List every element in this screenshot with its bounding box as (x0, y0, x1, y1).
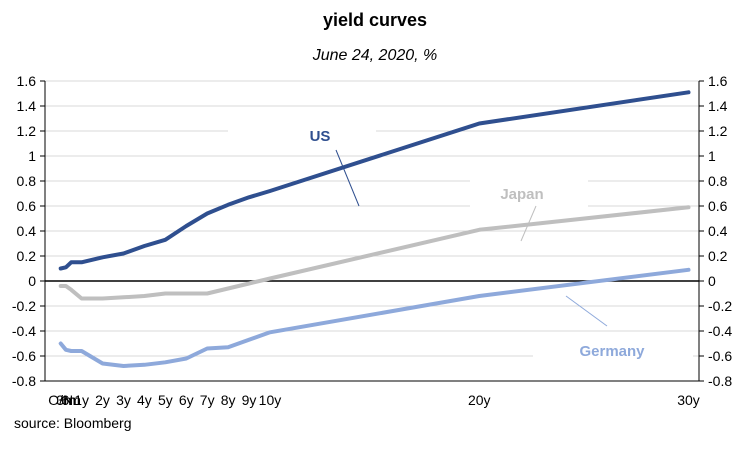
series-lines (58, 90, 691, 368)
y-tick-label-left: 0.8 (17, 173, 37, 189)
x-tick-label: 30y (677, 392, 700, 408)
y-tick-label-right: 0.6 (708, 198, 728, 214)
x-tick-label: 7y (200, 392, 215, 408)
x-tick-label: 2y (95, 392, 110, 408)
x-tick-label: 6y (179, 392, 194, 408)
x-tick-label: 3y (116, 392, 131, 408)
series-label-japan: Japan (500, 186, 543, 203)
x-tick-label: 8y (221, 392, 236, 408)
y-tick-label-left: 1.2 (17, 123, 37, 139)
leader-line-japan (520, 205, 537, 242)
y-tick-label-right: 1.4 (708, 98, 728, 114)
y-tick-label-right: 1.6 (708, 73, 728, 89)
y-tick-label-left: 0.6 (17, 198, 37, 214)
y-tick-label-left: 1.6 (17, 73, 37, 89)
y-tick-label-left: -0.6 (12, 348, 36, 364)
x-tick-label: 3m (56, 392, 75, 408)
series-label-germany: Germany (579, 343, 645, 360)
y-tick-label-left: 1.4 (17, 98, 37, 114)
y-tick-label-left: 0.2 (17, 248, 37, 264)
source-note: source: Bloomberg (14, 415, 132, 431)
y-tick-label-right: -0.6 (708, 348, 732, 364)
leader-line-us (335, 149, 360, 207)
y-tick-label-right: 0.2 (708, 248, 728, 264)
y-tick-label-left: 0 (28, 273, 36, 289)
y-tick-labels-left: -0.8 -0.6 -0.4 -0.2 0 0.2 0.4 0.6 0.8 1 1.2 1.4 1.6 (12, 73, 36, 389)
leader-line-germany (565, 295, 608, 327)
y-tick-label-right: 1.2 (708, 123, 728, 139)
chart-title: yield curves (322, 10, 428, 30)
series-line-us (58, 90, 691, 271)
x-tick-label: 10y (259, 392, 282, 408)
series-line-japan (58, 205, 691, 301)
y-tick-label-left: 0.4 (17, 223, 37, 239)
y-tick-label-left: -0.8 (12, 373, 36, 389)
series-label-us: US (310, 128, 331, 145)
y-tick-label-right: 0 (708, 273, 716, 289)
x-tick-label: 5y (158, 392, 173, 408)
germany-label-background (533, 335, 693, 371)
y-tick-label-right: 0.8 (708, 173, 728, 189)
y-tick-label-left: -0.2 (12, 298, 36, 314)
y-tick-labels-right: -0.8 -0.6 -0.4 -0.2 0 0.2 0.4 0.6 0.8 1 1.2 1.4 1.6 (708, 73, 732, 389)
x-tick-label: 6m (61, 392, 80, 408)
y-tick-label-right: -0.4 (708, 323, 732, 339)
y-tick-label-right: -0.8 (708, 373, 732, 389)
x-tick-label: 20y (468, 392, 491, 408)
x-tick-label: 9y (242, 392, 257, 408)
japan-label-background (470, 177, 588, 213)
y-tick-label-right: -0.2 (708, 298, 732, 314)
y-tick-label-right: 0.4 (708, 223, 728, 239)
y-tick-label-right: 1 (708, 148, 716, 164)
x-tick-label: O/N (48, 392, 73, 408)
x-tick-label: 1y (74, 392, 89, 408)
x-tick-label: 4y (137, 392, 152, 408)
y-tick-label-left: -0.4 (12, 323, 36, 339)
us-label-background (228, 118, 376, 154)
y-tick-label-left: 1 (28, 148, 36, 164)
series-line-germany (58, 267, 691, 368)
chart-subtitle: June 24, 2020, % (312, 47, 438, 64)
annotations: US Japan Germany (310, 128, 646, 360)
